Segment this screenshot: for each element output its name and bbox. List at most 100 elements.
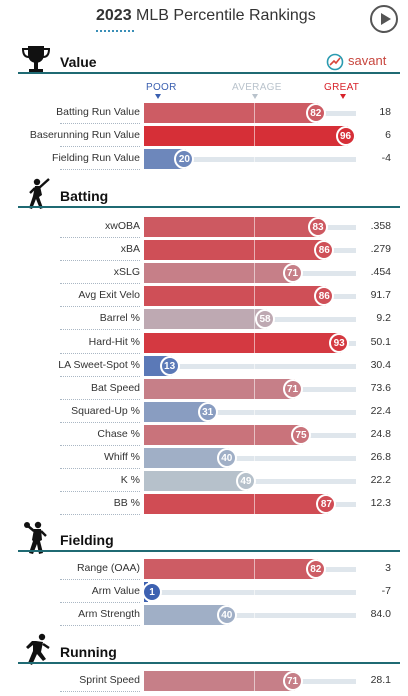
scale-average-marker bbox=[252, 94, 258, 99]
percentile-badge: 83 bbox=[308, 217, 328, 237]
scale-poor-label: POOR bbox=[146, 82, 177, 93]
percentile-bar bbox=[144, 263, 295, 284]
metric-value: -7 bbox=[381, 585, 391, 598]
percentile-badge: 87 bbox=[316, 494, 337, 515]
metric-value: -4 bbox=[381, 152, 391, 165]
metric-label: xSLG bbox=[113, 266, 140, 279]
metric-label: Arm Value bbox=[91, 585, 140, 598]
average-line bbox=[254, 240, 255, 261]
metric-row[interactable]: BB % 87 12.3 bbox=[0, 493, 408, 516]
average-line bbox=[254, 103, 255, 123]
metric-value: 9.2 bbox=[376, 312, 391, 325]
percentile-bar bbox=[144, 240, 327, 261]
metric-value: 50.1 bbox=[370, 335, 391, 348]
metric-row[interactable]: Fielding Run Value 20 -4 bbox=[0, 148, 408, 171]
section-divider bbox=[18, 550, 400, 552]
metric-row[interactable]: Baserunning Run Value 96 6 bbox=[0, 125, 408, 148]
row-leader-dots bbox=[60, 444, 140, 446]
percentile-track bbox=[144, 613, 356, 619]
metric-row[interactable]: Batting Run Value 82 18 bbox=[0, 102, 408, 125]
metric-row[interactable]: Hard-Hit % 93 50.1 bbox=[0, 332, 408, 355]
metric-value: 73.6 bbox=[370, 381, 391, 394]
percentile-bar bbox=[144, 309, 267, 330]
section-divider bbox=[18, 662, 400, 664]
percentile-track bbox=[144, 590, 356, 596]
average-line bbox=[254, 424, 255, 445]
metric-row[interactable]: LA Sweet-Spot % 13 30.4 bbox=[0, 355, 408, 378]
metric-row[interactable]: xBA 86 .279 bbox=[0, 239, 408, 262]
metric-value: 3 bbox=[385, 562, 391, 574]
average-line bbox=[254, 582, 255, 603]
row-leader-dots bbox=[60, 468, 140, 469]
metric-label: Range (OAA) bbox=[76, 562, 140, 574]
percentile-badge: 75 bbox=[291, 424, 311, 445]
metric-row[interactable]: Arm Value 1 -7 bbox=[0, 581, 408, 604]
metric-row[interactable]: Avg Exit Velo 86 91.7 bbox=[0, 285, 408, 308]
metric-row[interactable]: Barrel % 58 9.2 bbox=[0, 308, 408, 331]
row-leader-dots bbox=[60, 237, 140, 238]
metric-label: Arm Strength bbox=[78, 608, 140, 621]
percentile-bar bbox=[144, 332, 342, 353]
metric-row[interactable]: Bat Speed 71 73.6 bbox=[0, 378, 408, 401]
play-button[interactable] bbox=[370, 5, 398, 33]
average-line bbox=[254, 126, 255, 147]
metric-row[interactable]: xSLG 71 .454 bbox=[0, 262, 408, 285]
fielder-icon bbox=[18, 520, 54, 556]
section-header-batting: Batting bbox=[0, 176, 408, 216]
percentile-bar bbox=[144, 378, 295, 399]
percentile-badge: 82 bbox=[305, 103, 326, 123]
metric-label: xwOBA bbox=[104, 220, 140, 232]
percentile-badge: 40 bbox=[216, 448, 237, 468]
scale-great-label: GREAT bbox=[324, 82, 360, 93]
metric-row[interactable]: xwOBA 83 .358 bbox=[0, 216, 408, 239]
metric-value: 84.0 bbox=[370, 608, 391, 621]
metric-row[interactable]: Whiff % 40 26.8 bbox=[0, 447, 408, 470]
trophy-icon bbox=[18, 42, 54, 78]
metric-label: LA Sweet-Spot % bbox=[58, 358, 140, 371]
percentile-badge: 49 bbox=[235, 471, 256, 492]
row-leader-dots bbox=[60, 169, 140, 171]
metric-label: Barrel % bbox=[99, 312, 140, 325]
percentile-badge: 58 bbox=[255, 309, 275, 330]
percentile-badge: 31 bbox=[197, 401, 218, 422]
percentile-bar bbox=[144, 424, 303, 445]
percentile-bar bbox=[144, 286, 327, 307]
percentile-bar bbox=[144, 217, 320, 237]
percentile-track bbox=[144, 456, 356, 461]
metric-row[interactable]: Squared-Up % 31 22.4 bbox=[0, 401, 408, 424]
average-line bbox=[254, 263, 255, 284]
metric-value: 24.8 bbox=[370, 427, 391, 440]
average-line bbox=[254, 149, 255, 170]
metric-label: Sprint Speed bbox=[79, 674, 140, 686]
row-leader-dots bbox=[60, 375, 140, 377]
percentile-badge: 96 bbox=[335, 126, 356, 147]
title-text: MLB Percentile Rankings bbox=[136, 7, 316, 24]
row-leader-dots bbox=[60, 579, 140, 580]
section-title: Value bbox=[60, 54, 97, 70]
percentile-badge: 40 bbox=[216, 605, 237, 626]
metric-row[interactable]: Range (OAA) 82 3 bbox=[0, 558, 408, 581]
metric-value: .454 bbox=[370, 266, 391, 279]
percentile-bar bbox=[144, 448, 229, 468]
metric-row[interactable]: Chase % 75 24.8 bbox=[0, 424, 408, 447]
average-line bbox=[254, 286, 255, 307]
row-leader-dots bbox=[60, 514, 140, 516]
percentile-badge: 20 bbox=[174, 149, 195, 170]
metric-label: Fielding Run Value bbox=[52, 152, 140, 165]
scale-great-marker bbox=[340, 94, 346, 99]
page-title: 2023 MLB Percentile Rankings bbox=[96, 7, 316, 25]
section-header-value: Value bbox=[0, 42, 408, 82]
percentile-bar bbox=[144, 559, 318, 579]
metric-row[interactable]: K % 49 22.2 bbox=[0, 470, 408, 493]
metric-row[interactable]: Sprint Speed 71 28.1 bbox=[0, 670, 408, 693]
average-line bbox=[254, 401, 255, 422]
metric-label: BB % bbox=[113, 497, 140, 510]
metric-label: Hard-Hit % bbox=[88, 335, 140, 348]
row-leader-dots bbox=[60, 421, 140, 423]
row-leader-dots bbox=[60, 260, 140, 262]
section-divider bbox=[18, 206, 400, 208]
section-title: Batting bbox=[60, 188, 109, 204]
metric-row[interactable]: Arm Strength 40 84.0 bbox=[0, 604, 408, 627]
row-leader-dots bbox=[60, 123, 140, 124]
average-line bbox=[254, 332, 255, 353]
